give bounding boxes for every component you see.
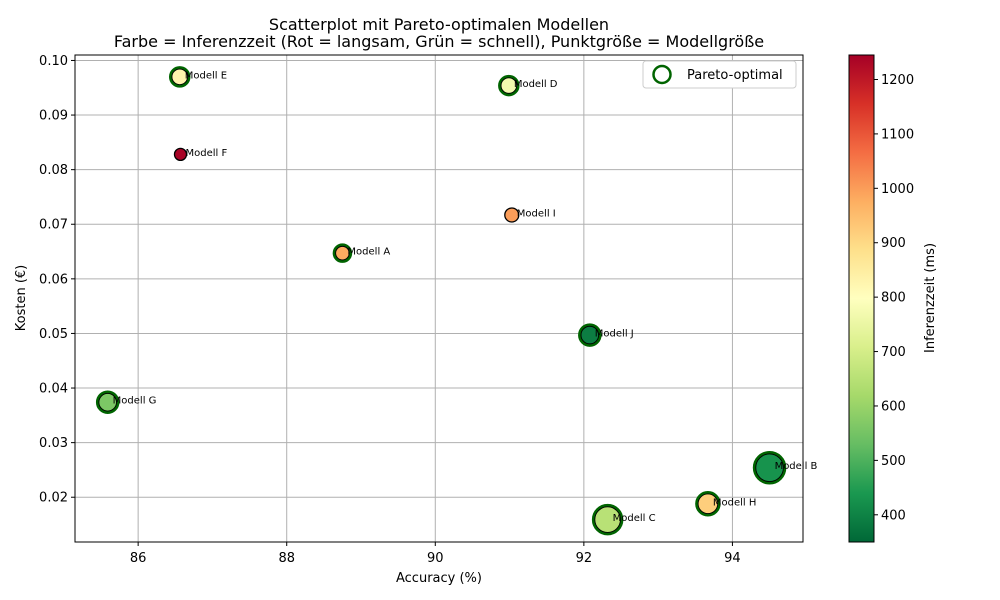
data-point (580, 325, 600, 345)
colorbar-tick-label: 700 (881, 345, 906, 360)
data-point (500, 76, 518, 95)
pareto-marker (695, 491, 721, 517)
pareto-marker (591, 503, 624, 536)
colorbar-tick-label: 500 (881, 454, 906, 469)
colorbar-tick-label: 600 (881, 399, 906, 414)
data-point (171, 68, 189, 86)
point-label: Modell F (185, 148, 227, 159)
y-axis-label: Kosten (€) (14, 265, 29, 332)
pareto-marker (578, 323, 602, 347)
y-axis-ticks: 0.02 0.03 0.04 0.05 0.06 0.07 0.08 0.09 0.10 (39, 54, 75, 506)
y-tick-label: 0.04 (39, 382, 68, 397)
pareto-marker (498, 74, 520, 97)
legend-box (642, 60, 797, 89)
y-tick-label: 0.06 (39, 272, 68, 287)
point-label: Modell H (713, 497, 757, 508)
point-label: Modell C (613, 513, 656, 524)
point-label: Modell I (517, 208, 556, 219)
colorbar-tick-label: 1000 (881, 182, 914, 197)
data-point (334, 245, 351, 261)
y-tick-label: 0.08 (39, 163, 68, 178)
y-tick-label: 0.09 (39, 109, 68, 124)
chart-title-line1: Scatterplot mit Pareto-optimalen Modelle… (269, 15, 609, 34)
pareto-marker (95, 390, 120, 414)
point-label: Modell A (347, 247, 390, 258)
y-tick-label: 0.10 (39, 54, 68, 69)
legend-label: Pareto-optimal (687, 68, 783, 83)
data-point (98, 392, 118, 412)
colorbar-tick-label: 800 (881, 291, 906, 306)
y-tick-label: 0.03 (39, 436, 68, 451)
point-label: Modell B (775, 461, 818, 472)
x-axis-ticks: 86 88 90 92 94 (130, 542, 741, 566)
data-point (593, 505, 622, 534)
colorbar: 400 500 600 700 800 900 1000 1100 1200 Inferenzz… (848, 54, 938, 543)
chart-title-line2: Farbe = Inferenzzeit (Rot = langsam, Grü… (114, 32, 764, 51)
legend: Pareto-optimal (642, 60, 797, 89)
point-label: Modell G (113, 396, 157, 407)
pareto-marker (168, 66, 191, 88)
x-axis-label: Accuracy (%) (396, 571, 482, 586)
point-label: Modell D (514, 79, 558, 90)
colorbar-label: Inferenzzeit (ms) (923, 243, 938, 353)
pareto-marker (752, 450, 787, 485)
grid-lines (75, 55, 803, 542)
data-point (504, 207, 520, 223)
colorbar-ticks: 400 500 600 700 800 900 1000 1100 1200 (874, 73, 914, 523)
colorbar-tick-label: 1100 (881, 127, 914, 142)
data-point (697, 493, 719, 515)
x-tick-label: 92 (576, 551, 593, 566)
x-tick-label: 88 (278, 551, 295, 566)
colorbar-gradient (848, 54, 875, 543)
pareto-marker (332, 243, 353, 263)
point-label: Modell J (595, 329, 634, 340)
point-labels: Modell A Modell B Modell C Modell D Modell E… (113, 70, 818, 524)
x-tick-label: 86 (130, 551, 147, 566)
colorbar-tick-label: 900 (881, 236, 906, 251)
x-tick-label: 90 (427, 551, 444, 566)
data-point (754, 453, 785, 483)
plot-frame (74, 54, 804, 543)
legend-marker (652, 64, 672, 85)
x-tick-label: 94 (724, 551, 741, 566)
colorbar-tick-label: 400 (881, 508, 906, 523)
y-tick-label: 0.05 (39, 327, 68, 342)
data-points (95, 66, 787, 536)
y-tick-label: 0.02 (39, 491, 68, 506)
point-label: Modell E (185, 70, 227, 81)
data-point (173, 147, 188, 162)
colorbar-tick-label: 1200 (881, 73, 914, 88)
y-tick-label: 0.07 (39, 218, 68, 233)
